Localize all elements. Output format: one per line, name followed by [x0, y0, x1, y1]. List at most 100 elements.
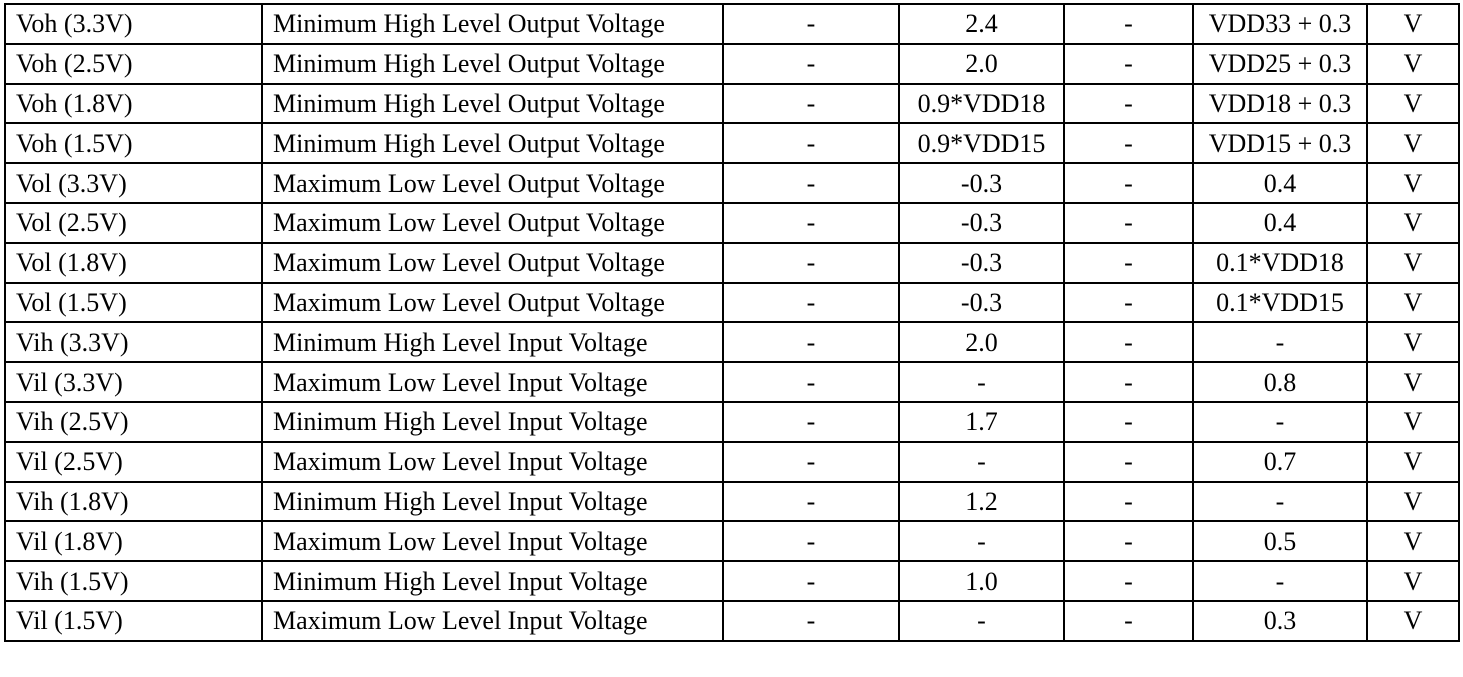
table-cell: Maximum Low Level Input Voltage — [261, 361, 724, 403]
table-cell: Voh (1.5V) — [4, 122, 263, 165]
table-cell: - — [898, 599, 1065, 642]
table-cell: - — [1063, 440, 1194, 483]
table-cell: -0.3 — [898, 241, 1065, 284]
table-cell: V — [1366, 3, 1460, 45]
table-cell: V — [1366, 361, 1460, 403]
table-row: Vil (3.3V) Maximum Low Level Input Voltag… — [4, 361, 1460, 403]
table-cell: - — [722, 281, 900, 324]
table-cell: V — [1366, 440, 1460, 483]
table-cell: Voh (2.5V) — [4, 42, 263, 85]
table-cell: Maximum Low Level Output Voltage — [261, 281, 724, 324]
table-cell: Vih (3.3V) — [4, 321, 263, 364]
table-cell: - — [722, 122, 900, 165]
table-cell: 2.0 — [898, 321, 1065, 364]
table-cell: VDD33 + 0.3 — [1192, 3, 1368, 45]
table-cell: - — [722, 321, 900, 364]
table-cell: V — [1366, 400, 1460, 443]
table-body: Voh (3.3V) Minimum High Level Output Volt… — [4, 3, 1460, 642]
table-cell: Vol (1.5V) — [4, 281, 263, 324]
table-cell: - — [1063, 281, 1194, 324]
table-cell: Minimum High Level Input Voltage — [261, 480, 724, 523]
table-cell: 0.9*VDD18 — [898, 82, 1065, 125]
table-cell: Vih (1.8V) — [4, 480, 263, 523]
table-cell: V — [1366, 42, 1460, 85]
table-cell: - — [722, 241, 900, 284]
table-cell: - — [722, 480, 900, 523]
table-cell: - — [722, 162, 900, 204]
table-cell: - — [1192, 400, 1368, 443]
table-cell: - — [1063, 201, 1194, 244]
table-cell: -0.3 — [898, 162, 1065, 204]
table-cell: Minimum High Level Output Voltage — [261, 82, 724, 125]
table-cell: V — [1366, 520, 1460, 563]
table-cell: - — [1063, 599, 1194, 642]
table-cell: V — [1366, 599, 1460, 642]
table-cell: Vih (1.5V) — [4, 560, 263, 602]
table-cell: V — [1366, 201, 1460, 244]
table-cell: -0.3 — [898, 281, 1065, 324]
table-row: Vih (3.3V) Minimum High Level Input Volta… — [4, 321, 1460, 364]
table-cell: - — [722, 400, 900, 443]
table-cell: 2.0 — [898, 42, 1065, 85]
table-cell: - — [1063, 162, 1194, 204]
table-cell: Voh (1.8V) — [4, 82, 263, 125]
table-cell: 0.9*VDD15 — [898, 122, 1065, 165]
table-row: Vol (1.8V) Maximum Low Level Output Volta… — [4, 241, 1460, 284]
table-row: Vil (2.5V) Maximum Low Level Input Voltag… — [4, 440, 1460, 483]
table-row: Voh (3.3V) Minimum High Level Output Volt… — [4, 3, 1460, 45]
table-cell: - — [1063, 480, 1194, 523]
table-row: Vil (1.8V) Maximum Low Level Input Voltag… — [4, 520, 1460, 563]
table-cell: - — [1063, 241, 1194, 284]
table-cell: 1.7 — [898, 400, 1065, 443]
table-row: Vih (1.8V) Minimum High Level Input Volta… — [4, 480, 1460, 523]
table-cell: - — [722, 42, 900, 85]
table-cell: Vih (2.5V) — [4, 400, 263, 443]
table-cell: -0.3 — [898, 201, 1065, 244]
table-row: Vol (3.3V) Maximum Low Level Output Volta… — [4, 162, 1460, 204]
table-cell: Vol (1.8V) — [4, 241, 263, 284]
table-cell: Minimum High Level Input Voltage — [261, 321, 724, 364]
table-cell: Maximum Low Level Output Voltage — [261, 162, 724, 204]
table-cell: - — [1063, 400, 1194, 443]
table-row: Vol (1.5V) Maximum Low Level Output Volta… — [4, 281, 1460, 324]
table-cell: - — [1192, 321, 1368, 364]
table-row: Vih (1.5V) Minimum High Level Input Volta… — [4, 560, 1460, 602]
table-row: Voh (1.8V) Minimum High Level Output Volt… — [4, 82, 1460, 125]
table-cell: - — [722, 520, 900, 563]
table-cell: Minimum High Level Output Voltage — [261, 3, 724, 45]
table-cell: Vil (2.5V) — [4, 440, 263, 483]
table-cell: 0.3 — [1192, 599, 1368, 642]
table-cell: 0.1*VDD18 — [1192, 241, 1368, 284]
table-cell: 0.8 — [1192, 361, 1368, 403]
table-cell: 0.5 — [1192, 520, 1368, 563]
table-cell: Minimum High Level Input Voltage — [261, 560, 724, 602]
table-cell: - — [722, 361, 900, 403]
table-cell: - — [898, 440, 1065, 483]
table-cell: V — [1366, 480, 1460, 523]
table-cell: - — [1063, 560, 1194, 602]
table-cell: V — [1366, 321, 1460, 364]
table-cell: - — [1063, 520, 1194, 563]
table-row: Vol (2.5V) Maximum Low Level Output Volta… — [4, 201, 1460, 244]
table-cell: - — [1063, 122, 1194, 165]
spec-table: Voh (3.3V) Minimum High Level Output Volt… — [4, 3, 1460, 642]
table-cell: 2.4 — [898, 3, 1065, 45]
table-cell: V — [1366, 122, 1460, 165]
table-cell: Maximum Low Level Input Voltage — [261, 599, 724, 642]
table-row: Vil (1.5V) Maximum Low Level Input Voltag… — [4, 599, 1460, 642]
table-cell: Vol (2.5V) — [4, 201, 263, 244]
table-cell: V — [1366, 162, 1460, 204]
table-cell: - — [1063, 82, 1194, 125]
table-cell: Maximum Low Level Output Voltage — [261, 241, 724, 284]
table-cell: 0.4 — [1192, 201, 1368, 244]
table-row: Voh (2.5V) Minimum High Level Output Volt… — [4, 42, 1460, 85]
table-cell: - — [722, 201, 900, 244]
table-cell: - — [898, 520, 1065, 563]
table-cell: Minimum High Level Output Voltage — [261, 122, 724, 165]
table-cell: - — [722, 440, 900, 483]
table-cell: Vil (1.8V) — [4, 520, 263, 563]
table-cell: Maximum Low Level Input Voltage — [261, 520, 724, 563]
table-cell: VDD18 + 0.3 — [1192, 82, 1368, 125]
table-cell: 1.0 — [898, 560, 1065, 602]
